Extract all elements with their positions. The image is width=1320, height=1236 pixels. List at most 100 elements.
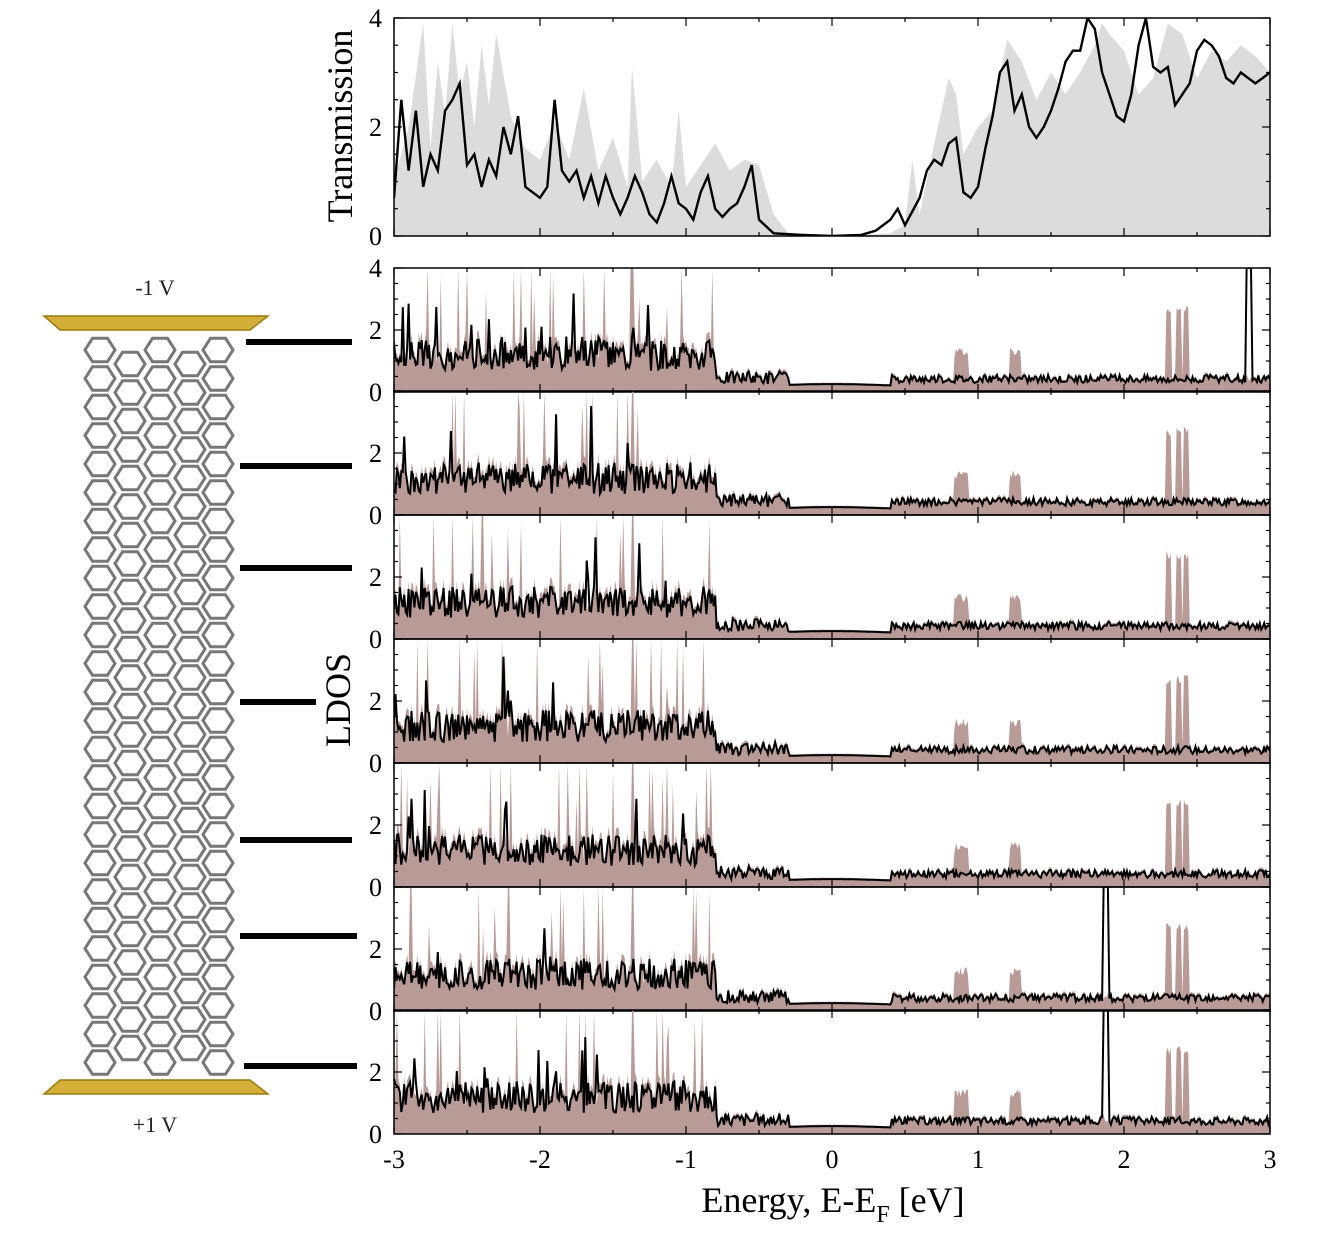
carbon-ring <box>113 407 147 435</box>
y-tick-label: 2 <box>369 439 382 468</box>
carbon-ring <box>83 792 117 820</box>
carbon-ring <box>83 1049 117 1076</box>
ldos-panel-5: 02 <box>369 762 1271 902</box>
carbon-ring <box>201 792 235 820</box>
ldos-fill-area <box>394 887 1270 1011</box>
carbon-ring <box>173 863 207 891</box>
carbon-ring <box>173 778 207 805</box>
ldos-panel-6: 02 <box>369 886 1271 1026</box>
carbon-ring <box>113 607 147 634</box>
carbon-ring <box>113 692 147 720</box>
carbon-ring <box>113 578 147 606</box>
nanotube-illustration <box>42 315 271 1095</box>
carbon-ring <box>83 507 117 535</box>
carbon-ring <box>83 963 117 991</box>
carbon-ring <box>173 721 207 748</box>
carbon-ring <box>201 906 235 934</box>
carbon-ring <box>173 578 207 606</box>
carbon-ring <box>143 963 177 991</box>
carbon-ring <box>201 963 235 991</box>
carbon-ring <box>83 849 117 877</box>
carbon-ring <box>143 336 177 364</box>
y-tick-label: 0 <box>369 997 382 1026</box>
carbon-ring <box>113 806 147 834</box>
y-tick-label: 2 <box>369 1058 382 1087</box>
carbon-ring <box>143 621 177 649</box>
carbon-ring <box>201 878 235 905</box>
ldos-line <box>394 1010 1270 1129</box>
carbon-ring <box>113 521 147 549</box>
carbon-ring <box>83 764 117 791</box>
carbon-ring <box>113 920 147 948</box>
carbon-ring <box>143 735 177 763</box>
carbon-ring <box>83 878 117 905</box>
carbon-ring <box>83 564 117 592</box>
carbon-ring <box>173 607 207 634</box>
carbon-ring <box>143 678 177 706</box>
carbon-ring <box>143 992 177 1019</box>
top-voltage-label: -1 V <box>135 275 174 300</box>
carbon-ring <box>143 650 177 677</box>
carbon-ring <box>113 863 147 891</box>
carbon-ring <box>201 1049 235 1076</box>
y-tick-label: 4 <box>369 254 382 283</box>
carbon-ring <box>173 835 207 862</box>
carbon-ring <box>83 821 117 848</box>
ldos-panel-7: 0 2 -3 -2 -1 0 1 2 3 <box>369 1009 1277 1174</box>
ldos-fill-area <box>394 1010 1270 1134</box>
y-tick-label: 2 <box>369 811 382 840</box>
carbon-ring <box>83 450 117 478</box>
layer-markers <box>240 339 357 1069</box>
bottom-gold-electrode <box>42 1079 271 1095</box>
carbon-ring <box>83 593 117 620</box>
x-tick-label: -3 <box>383 1145 405 1174</box>
carbon-ring <box>201 336 235 364</box>
carbon-ring <box>113 493 147 520</box>
x-tick-label: 1 <box>972 1145 985 1174</box>
transmission-panel: 0 2 4 <box>369 4 1271 251</box>
carbon-ring <box>83 621 117 649</box>
carbon-ring <box>173 664 207 691</box>
transmission-ylabel: Transmission <box>320 30 360 223</box>
carbon-ring <box>173 749 207 777</box>
carbon-ring <box>173 949 207 976</box>
carbon-ring <box>201 992 235 1019</box>
carbon-ring <box>113 749 147 777</box>
carbon-ring <box>173 407 207 435</box>
carbon-ring <box>143 707 177 734</box>
carbon-ring <box>83 735 117 763</box>
carbon-ring <box>173 379 207 406</box>
carbon-ring <box>143 422 177 449</box>
carbon-ring <box>143 593 177 620</box>
carbon-ring <box>83 678 117 706</box>
carbon-lattice <box>83 336 235 1076</box>
carbon-ring <box>143 792 177 820</box>
carbon-ring <box>113 350 147 378</box>
ldos-panel-4: 02 <box>369 638 1271 778</box>
carbon-ring <box>173 977 207 1005</box>
carbon-ring <box>173 692 207 720</box>
carbon-ring <box>143 878 177 905</box>
carbon-ring <box>201 678 235 706</box>
y-tick-label: 2 <box>369 687 382 716</box>
carbon-ring <box>113 550 147 577</box>
carbon-ring <box>113 1006 147 1033</box>
y-tick-label: 2 <box>369 935 382 964</box>
y-tick-label: 0 <box>369 749 382 778</box>
carbon-ring <box>201 593 235 620</box>
carbon-ring <box>173 1034 207 1062</box>
carbon-ring <box>201 536 235 563</box>
carbon-ring <box>201 849 235 877</box>
carbon-ring <box>201 764 235 791</box>
carbon-ring <box>143 1020 177 1048</box>
carbon-ring <box>201 621 235 649</box>
x-tick-label: 0 <box>826 1145 839 1174</box>
carbon-ring <box>201 735 235 763</box>
carbon-ring <box>143 564 177 592</box>
carbon-ring <box>201 650 235 677</box>
y-tick-label: 0 <box>369 1120 382 1149</box>
carbon-ring <box>201 1020 235 1048</box>
ldos-fill-area <box>394 268 1270 392</box>
carbon-ring <box>201 507 235 535</box>
